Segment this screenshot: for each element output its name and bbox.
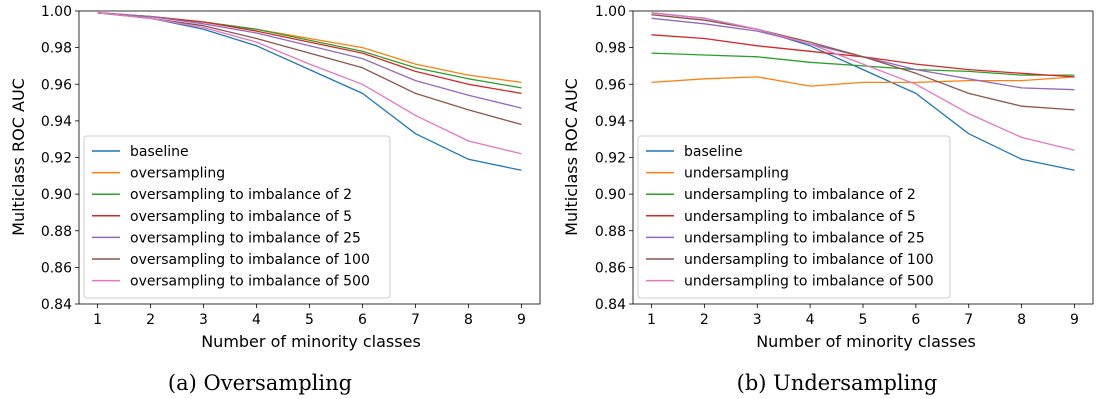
legend-label-6: undersampling to imbalance of 500 [684, 274, 934, 290]
legend-box [637, 135, 951, 299]
x-tick-label: 4 [252, 312, 261, 328]
legend-label-3: oversampling to imbalance of 5 [130, 209, 352, 225]
series-line-4 [97, 12, 522, 109]
x-tick-label: 8 [464, 312, 473, 328]
x-tick-label: 6 [358, 312, 367, 328]
y-tick-label: 0.86 [41, 260, 72, 276]
legend-label-4: undersampling to imbalance of 25 [684, 230, 925, 246]
series-line-2 [97, 12, 522, 89]
series-line-2 [651, 52, 1075, 76]
legend-label-4: oversampling to imbalance of 25 [130, 230, 361, 246]
legend-label-0: baseline [684, 144, 743, 160]
y-axis-label-a: Multiclass ROC AUC [9, 78, 28, 236]
legend-label-1: undersampling [684, 166, 789, 182]
y-tick-label: 1.00 [595, 4, 626, 20]
legend-label-1: oversampling [130, 166, 225, 182]
y-tick-label: 0.86 [595, 260, 626, 276]
series-line-6 [651, 12, 1075, 151]
legend: baseline oversampling oversampling to imba… [83, 135, 391, 299]
y-tick-label: 0.84 [41, 297, 72, 313]
series-line-5 [651, 14, 1075, 111]
y-tick-label: 0.90 [41, 187, 72, 203]
x-tick-label: 5 [859, 312, 868, 328]
x-tick-label: 8 [1017, 312, 1026, 328]
y-tick-label: 0.90 [595, 187, 626, 203]
y-tick-label: 0.96 [595, 77, 626, 93]
series-line-6 [97, 12, 522, 155]
legend-label-5: oversampling to imbalance of 100 [130, 252, 370, 268]
x-tick-label: 1 [93, 312, 102, 328]
chart-undersampling: Multiclass ROC AUC Number of minority cl… [562, 4, 1094, 395]
y-tick-label: 0.94 [595, 114, 626, 130]
x-tick-label: 2 [146, 312, 155, 328]
y-tick-label: 0.84 [595, 297, 626, 313]
y-tick-label: 0.98 [595, 41, 626, 57]
caption-b: (b) Undersampling [737, 371, 938, 395]
legend-box [83, 135, 391, 299]
y-tick-label: 0.92 [595, 151, 626, 167]
y-tick-label: 0.88 [41, 224, 72, 240]
y-tick-label: 0.94 [41, 114, 72, 130]
x-tick-label: 6 [911, 312, 920, 328]
x-tick-label: 7 [964, 312, 973, 328]
y-tick-label: 0.88 [595, 224, 626, 240]
series-line-1 [651, 76, 1075, 87]
chart-oversampling: Multiclass ROC AUC Number of minority cl… [9, 4, 541, 395]
x-tick-label: 7 [411, 312, 420, 328]
x-tick-label: 9 [1070, 312, 1079, 328]
legend-label-6: oversampling to imbalance of 500 [130, 274, 370, 290]
x-tick-label: 5 [305, 312, 314, 328]
x-axis-label-a: Number of minority classes [201, 332, 421, 351]
legend-label-2: oversampling to imbalance of 2 [130, 187, 352, 203]
legend-label-2: undersampling to imbalance of 2 [684, 187, 916, 203]
x-tick-label: 3 [199, 312, 208, 328]
y-tick-label: 0.96 [41, 77, 72, 93]
x-tick-label: 2 [700, 312, 709, 328]
y-tick-label: 1.00 [41, 4, 72, 20]
legend: baseline undersampling undersampling to im… [637, 135, 951, 299]
x-tick-label: 1 [647, 312, 656, 328]
x-tick-label: 3 [753, 312, 762, 328]
x-tick-label: 9 [517, 312, 526, 328]
y-axis-label-b: Multiclass ROC AUC [562, 78, 581, 236]
series-line-1 [97, 12, 522, 84]
legend-label-3: undersampling to imbalance of 5 [684, 209, 916, 225]
series-line-5 [97, 12, 522, 126]
caption-a: (a) Oversampling [168, 371, 352, 395]
y-tick-label: 0.98 [41, 41, 72, 57]
legend-label-5: undersampling to imbalance of 100 [684, 252, 934, 268]
legend-label-0: baseline [130, 144, 189, 160]
y-tick-label: 0.92 [41, 151, 72, 167]
x-axis-label-b: Number of minority classes [756, 332, 976, 351]
x-tick-label: 4 [806, 312, 815, 328]
